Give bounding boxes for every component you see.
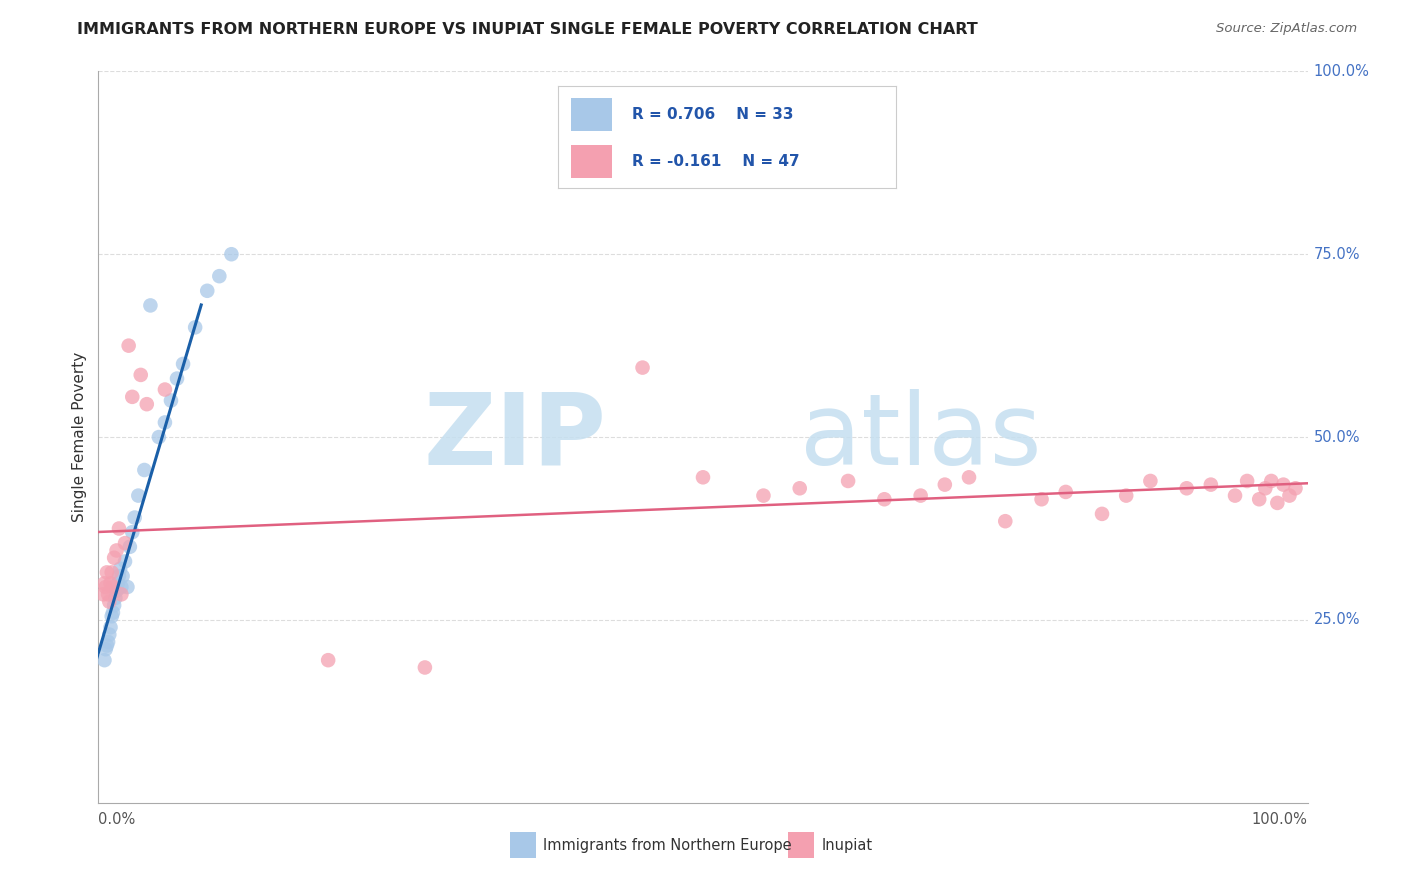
- Text: IMMIGRANTS FROM NORTHERN EUROPE VS INUPIAT SINGLE FEMALE POVERTY CORRELATION CHA: IMMIGRANTS FROM NORTHERN EUROPE VS INUPI…: [77, 22, 979, 37]
- Point: [1115, 489, 1137, 503]
- Point: [103, 599, 125, 613]
- Point: [1284, 481, 1306, 495]
- Text: 50.0%: 50.0%: [1313, 430, 1360, 444]
- Point: [101, 580, 124, 594]
- Point: [127, 489, 149, 503]
- Point: [1267, 496, 1289, 510]
- Text: atlas: atlas: [800, 389, 1042, 485]
- Point: [101, 606, 124, 620]
- Point: [957, 470, 980, 484]
- Point: [129, 368, 152, 382]
- Point: [121, 525, 143, 540]
- Point: [631, 360, 654, 375]
- Text: 100.0%: 100.0%: [1313, 64, 1369, 78]
- Point: [105, 543, 128, 558]
- Y-axis label: Single Female Poverty: Single Female Poverty: [72, 352, 87, 522]
- Point: [934, 477, 956, 491]
- Point: [117, 580, 139, 594]
- Point: [134, 463, 156, 477]
- Point: [94, 580, 117, 594]
- Point: [1054, 485, 1077, 500]
- Point: [153, 383, 176, 397]
- Text: 100.0%: 100.0%: [1251, 812, 1308, 827]
- Point: [108, 569, 131, 583]
- Text: 25.0%: 25.0%: [1313, 613, 1360, 627]
- Point: [692, 470, 714, 484]
- Point: [172, 357, 194, 371]
- Point: [110, 587, 132, 601]
- Point: [994, 514, 1017, 528]
- Point: [752, 489, 775, 503]
- Point: [1254, 481, 1277, 495]
- Point: [166, 371, 188, 385]
- Point: [124, 510, 146, 524]
- Point: [184, 320, 207, 334]
- Point: [97, 635, 120, 649]
- Text: 0.0%: 0.0%: [98, 812, 135, 827]
- Point: [1223, 489, 1246, 503]
- Point: [98, 594, 121, 608]
- Point: [1139, 474, 1161, 488]
- Text: ZIP: ZIP: [423, 389, 606, 485]
- Point: [105, 583, 128, 598]
- Point: [121, 390, 143, 404]
- Point: [1272, 477, 1295, 491]
- Point: [114, 554, 136, 568]
- Text: 75.0%: 75.0%: [1313, 247, 1360, 261]
- Point: [100, 566, 122, 580]
- Point: [91, 587, 114, 601]
- Point: [98, 627, 121, 641]
- Point: [135, 397, 157, 411]
- Point: [1278, 489, 1301, 503]
- Point: [1236, 474, 1258, 488]
- Point: [110, 580, 132, 594]
- Point: [153, 416, 176, 430]
- Point: [100, 609, 122, 624]
- Point: [208, 269, 231, 284]
- Point: [789, 481, 811, 495]
- Point: [1199, 477, 1222, 491]
- Point: [195, 284, 218, 298]
- Point: [94, 642, 117, 657]
- Point: [107, 576, 129, 591]
- Point: [96, 639, 118, 653]
- Point: [316, 653, 339, 667]
- Point: [413, 660, 436, 674]
- Point: [96, 566, 118, 580]
- Point: [837, 474, 859, 488]
- Point: [139, 298, 162, 312]
- Point: [160, 393, 183, 408]
- Text: Immigrants from Northern Europe: Immigrants from Northern Europe: [543, 838, 792, 853]
- Point: [104, 591, 127, 605]
- Text: Source: ZipAtlas.com: Source: ZipAtlas.com: [1216, 22, 1357, 36]
- Point: [100, 620, 122, 634]
- Point: [1175, 481, 1198, 495]
- Point: [93, 576, 115, 591]
- Point: [118, 540, 141, 554]
- Point: [910, 489, 932, 503]
- Point: [114, 536, 136, 550]
- Bar: [509, 832, 536, 858]
- Point: [97, 587, 120, 601]
- Point: [1031, 492, 1053, 507]
- Point: [100, 576, 122, 591]
- Point: [148, 430, 170, 444]
- Text: Inupiat: Inupiat: [821, 838, 873, 853]
- Point: [1260, 474, 1282, 488]
- Point: [93, 653, 115, 667]
- Point: [873, 492, 896, 507]
- Point: [1091, 507, 1114, 521]
- Point: [111, 569, 134, 583]
- Bar: [787, 832, 814, 858]
- Point: [108, 562, 131, 576]
- Point: [103, 550, 125, 565]
- Point: [1249, 492, 1271, 507]
- Point: [118, 338, 141, 352]
- Point: [221, 247, 243, 261]
- Point: [108, 521, 131, 535]
